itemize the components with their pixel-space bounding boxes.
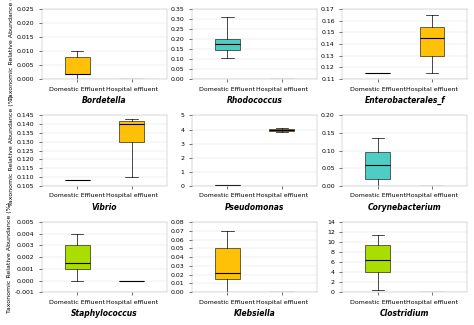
X-axis label: Bordetella: Bordetella — [82, 96, 127, 105]
Y-axis label: Taxonomic Relative Abundance (%): Taxonomic Relative Abundance (%) — [9, 95, 14, 206]
PathPatch shape — [419, 27, 444, 56]
PathPatch shape — [119, 121, 144, 142]
PathPatch shape — [365, 152, 390, 179]
X-axis label: Clostridium: Clostridium — [380, 309, 429, 318]
Y-axis label: Taxonomic Relative Abundance (%): Taxonomic Relative Abundance (%) — [9, 0, 14, 99]
X-axis label: Pseudomonas: Pseudomonas — [225, 202, 284, 212]
X-axis label: Vibrio: Vibrio — [91, 202, 117, 212]
PathPatch shape — [215, 39, 240, 50]
X-axis label: Corynebacterium: Corynebacterium — [368, 202, 442, 212]
PathPatch shape — [65, 57, 90, 73]
X-axis label: Rhodococcus: Rhodococcus — [227, 96, 283, 105]
X-axis label: Enterobacterales_f: Enterobacterales_f — [365, 96, 445, 105]
Y-axis label: Taxonomic Relative Abundance (%): Taxonomic Relative Abundance (%) — [7, 202, 12, 313]
PathPatch shape — [365, 245, 390, 272]
PathPatch shape — [215, 185, 240, 186]
X-axis label: Klebsiella: Klebsiella — [234, 309, 275, 318]
PathPatch shape — [65, 245, 90, 269]
PathPatch shape — [215, 248, 240, 279]
X-axis label: Staphylococcus: Staphylococcus — [71, 309, 138, 318]
PathPatch shape — [270, 129, 294, 131]
